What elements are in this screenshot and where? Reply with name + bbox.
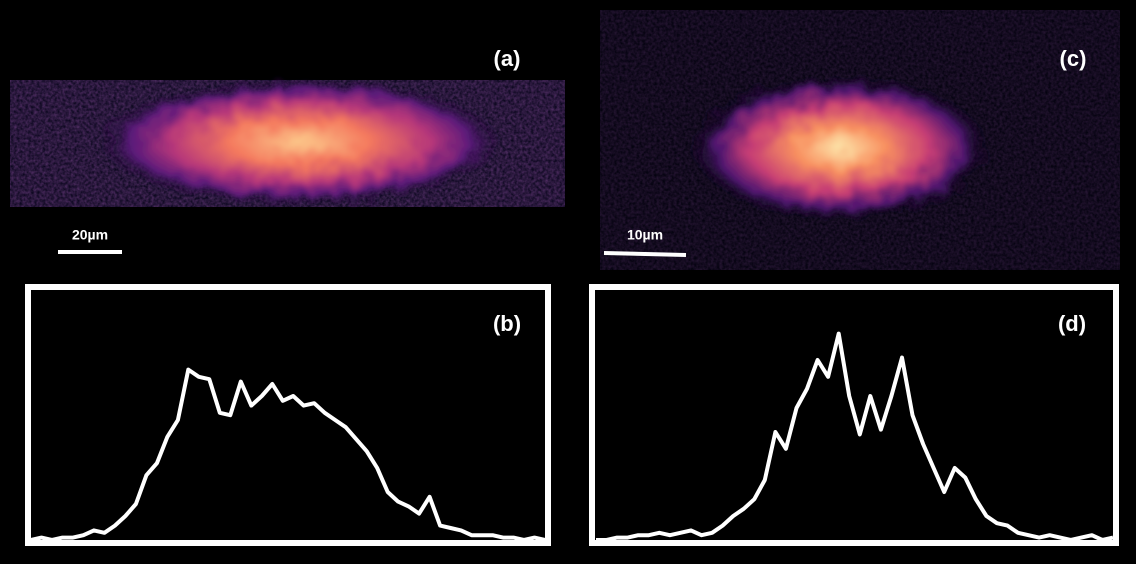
scale-bar [604, 253, 686, 255]
panel-label: (c) [1060, 46, 1087, 71]
panel-label: (a) [494, 46, 521, 71]
intensity-blob [690, 76, 990, 220]
intensity-blob [100, 80, 500, 204]
panel-label: (d) [1058, 311, 1086, 336]
profile-line [31, 370, 545, 540]
profile-frame [28, 287, 548, 543]
scale-bar-label: 10µm [627, 227, 663, 243]
panel-label: (b) [493, 311, 521, 336]
figure: (a) 20µm (c) 10µm (b) (d) [0, 0, 1136, 564]
scale-bar-label: 20µm [72, 227, 108, 243]
profile-line [596, 334, 1113, 540]
